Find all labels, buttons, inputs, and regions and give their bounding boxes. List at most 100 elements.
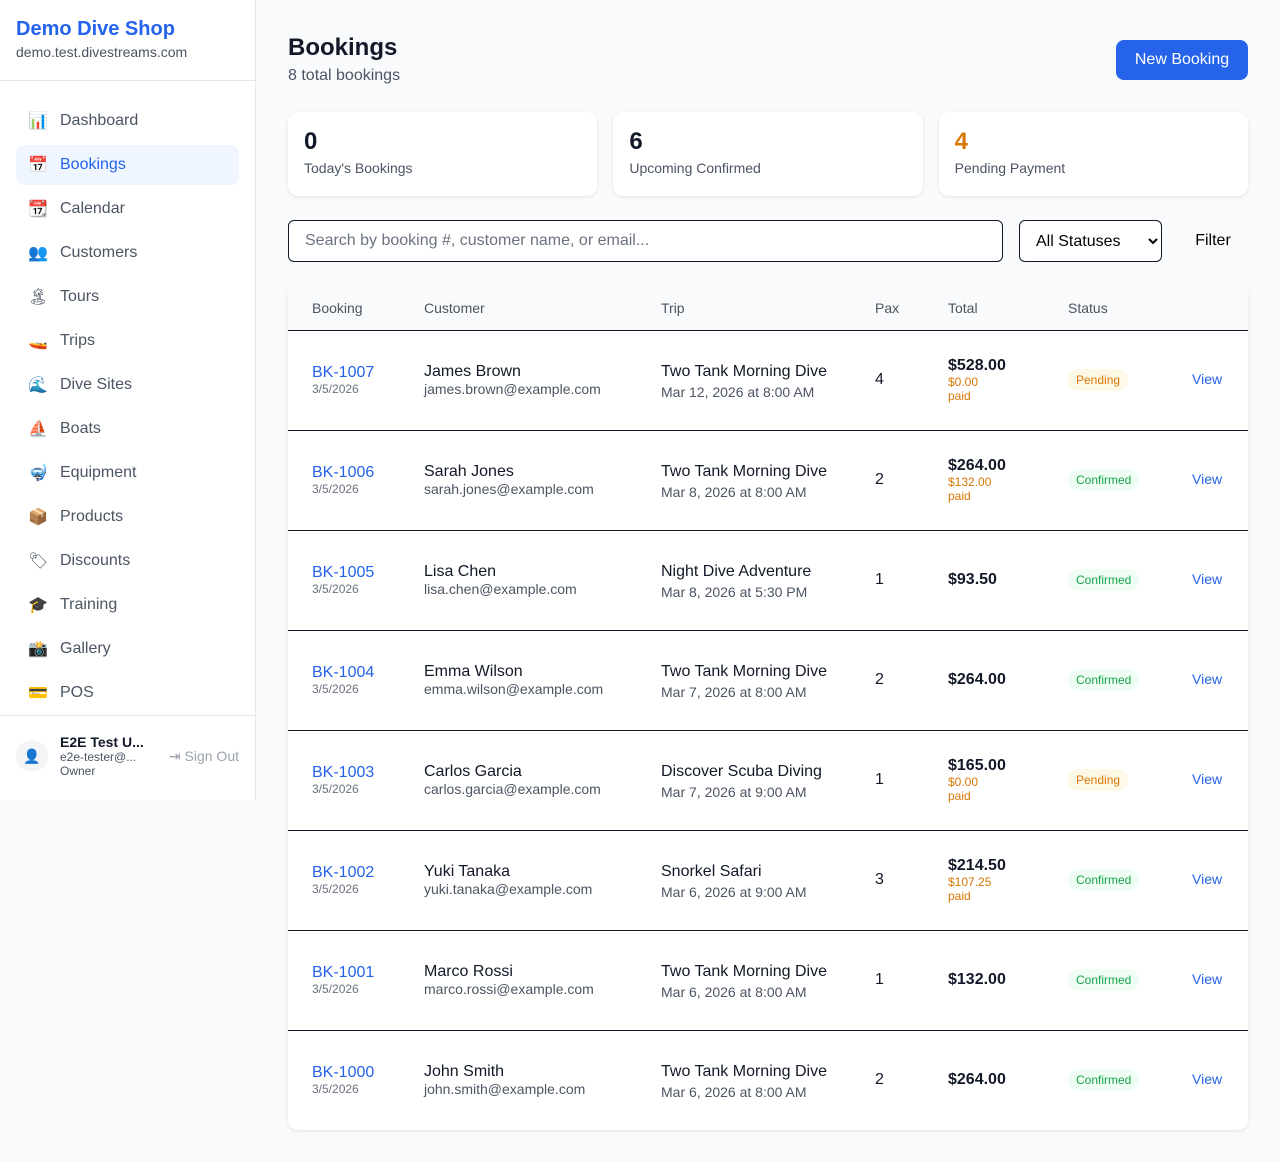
customer-name: Emma Wilson [424, 663, 523, 680]
pax: 2 [851, 430, 924, 531]
view-link[interactable]: View [1192, 771, 1223, 787]
customer-email: yuki.tanaka@example.com [424, 881, 593, 897]
sign-out-button[interactable]: ⇥ Sign Out [169, 748, 239, 765]
stat-card: 6 Upcoming Confirmed [613, 112, 923, 196]
total-amount: $132.00 [948, 971, 1006, 988]
stat-label: Upcoming Confirmed [629, 160, 761, 176]
status-badge: Confirmed [1068, 869, 1140, 891]
booking-link[interactable]: BK-1007 [312, 364, 375, 381]
sidebar-item-label: Gallery [60, 640, 111, 657]
pax: 3 [851, 830, 924, 931]
booking-date: 3/5/2026 [312, 782, 359, 796]
total-amount: $264.00 [948, 1071, 1006, 1089]
sidebar-item-dive-sites[interactable]: 🌊 Dive Sites [16, 365, 239, 405]
table-row: BK-1007 3/5/2026 James Brown james.brown@e… [288, 330, 1248, 431]
paid-amount: $132.00 paid [948, 475, 992, 503]
column-header [1168, 286, 1248, 331]
sidebar-item-equipment[interactable]: 🤿 Equipment [16, 453, 239, 493]
booking-date: 3/5/2026 [312, 582, 359, 596]
booking-link[interactable]: BK-1005 [312, 564, 375, 581]
status-badge: Confirmed [1068, 669, 1140, 691]
view-link[interactable]: View [1192, 571, 1223, 587]
stat-value: 4 [954, 128, 969, 155]
customer-email: marco.rossi@example.com [424, 981, 594, 997]
trip-name: Two Tank Morning Dive [661, 963, 827, 980]
card-icon: 💳 [28, 685, 48, 702]
trip-name: Two Tank Morning Dive [661, 363, 827, 380]
package-icon: 📦 [28, 509, 48, 526]
booking-date: 3/5/2026 [312, 682, 359, 696]
booking-link[interactable]: BK-1001 [312, 964, 375, 981]
view-link[interactable]: View [1192, 871, 1223, 887]
sidebar-item-training[interactable]: 🎓 Training [16, 585, 239, 625]
sidebar-item-pos[interactable]: 💳 POS [16, 673, 239, 713]
sidebar-item-customers[interactable]: 👥 Customers [16, 233, 239, 273]
total-amount: $264.00 [948, 457, 1006, 474]
sidebar-item-trips[interactable]: 🚤 Trips [16, 321, 239, 361]
trip-name: Discover Scuba Diving [661, 763, 822, 780]
sidebar-item-label: POS [60, 684, 94, 701]
booking-link[interactable]: BK-1003 [312, 764, 375, 781]
boat-icon: 🚤 [28, 333, 48, 350]
column-header: Status [1044, 286, 1168, 331]
booking-link[interactable]: BK-1004 [312, 664, 375, 681]
sidebar-item-boats[interactable]: ⛵ Boats [16, 409, 239, 449]
column-header: Booking [288, 286, 400, 331]
sidebar-item-calendar[interactable]: 📆 Calendar [16, 189, 239, 229]
customer-name: Yuki Tanaka [424, 863, 510, 880]
customer-name: Carlos Garcia [424, 763, 522, 780]
stat-value: 0 [304, 128, 318, 155]
table-row: BK-1001 3/5/2026 Marco Rossi marco.rossi@e… [288, 930, 1248, 1031]
view-link[interactable]: View [1192, 471, 1223, 487]
pax: 1 [851, 930, 924, 1031]
new-booking-button[interactable]: New Booking [1116, 40, 1248, 80]
total-amount: $528.00 [948, 357, 1006, 374]
shop-domain: demo.test.divestreams.com [16, 44, 188, 60]
user-email: e2e-tester@... [60, 750, 137, 764]
sidebar-item-label: Equipment [60, 464, 137, 481]
sidebar-item-dashboard[interactable]: 📊 Dashboard [16, 101, 239, 141]
brand: Demo Dive Shop demo.test.divestreams.com [0, 0, 255, 81]
booking-link[interactable]: BK-1002 [312, 864, 375, 881]
booking-link[interactable]: BK-1006 [312, 464, 375, 481]
sign-out-label: Sign Out [184, 747, 239, 764]
customer-email: john.smith@example.com [424, 1081, 586, 1098]
stat-value: 6 [629, 128, 643, 155]
view-link[interactable]: View [1192, 371, 1223, 387]
sidebar-item-products[interactable]: 📦 Products [16, 497, 239, 537]
view-link[interactable]: View [1192, 1071, 1223, 1088]
customer-name: John Smith [424, 1063, 505, 1081]
status-select[interactable]: All Statuses [1019, 220, 1162, 262]
trip-name: Two Tank Morning Dive [661, 663, 827, 680]
trip-name: Night Dive Adventure [661, 563, 812, 580]
booking-link[interactable]: BK-1000 [312, 1064, 375, 1082]
column-header: Trip [637, 286, 851, 331]
search-input[interactable] [288, 220, 1003, 262]
stat-card: 4 Pending Payment [938, 112, 1248, 196]
customer-email: sarah.jones@example.com [424, 481, 594, 497]
trip-time: Mar 12, 2026 at 8:00 AM [661, 384, 815, 400]
sidebar-item-tours[interactable]: 🏝 Tours [16, 277, 239, 317]
stat-label: Pending Payment [954, 160, 1066, 176]
sidebar-item-label: Discounts [60, 552, 131, 569]
shop-name[interactable]: Demo Dive Shop [16, 18, 175, 40]
sidebar-item-gallery[interactable]: 📸 Gallery [16, 629, 239, 669]
filter-button[interactable]: Filter [1178, 220, 1248, 262]
user-name: E2E Test U... [60, 734, 144, 750]
sidebar-item-label: Dashboard [60, 112, 139, 129]
calendar-icon: 📆 [28, 201, 48, 218]
sidebar-item-label: Boats [60, 420, 101, 437]
sidebar-item-discounts[interactable]: 🏷 Discounts [16, 541, 239, 581]
table-row: BK-1000 3/5/2026 John Smith john.smith@exa… [288, 1030, 1248, 1130]
island-icon: 🏝 [28, 289, 49, 306]
view-link[interactable]: View [1192, 671, 1223, 687]
pax: 1 [851, 730, 924, 831]
total-amount: $165.00 [948, 757, 1006, 774]
booking-date: 3/5/2026 [312, 982, 359, 996]
booking-date: 3/5/2026 [312, 1082, 359, 1097]
sidebar-item-bookings[interactable]: 📅 Bookings [16, 145, 239, 185]
sidebar-item-label: Tours [60, 288, 100, 305]
pax: 2 [851, 630, 924, 731]
sidebar-nav: 📊 Dashboard 📅 Bookings 📆 Calendar 👥 Customers 🏝 T… [0, 81, 255, 713]
view-link[interactable]: View [1192, 971, 1223, 987]
